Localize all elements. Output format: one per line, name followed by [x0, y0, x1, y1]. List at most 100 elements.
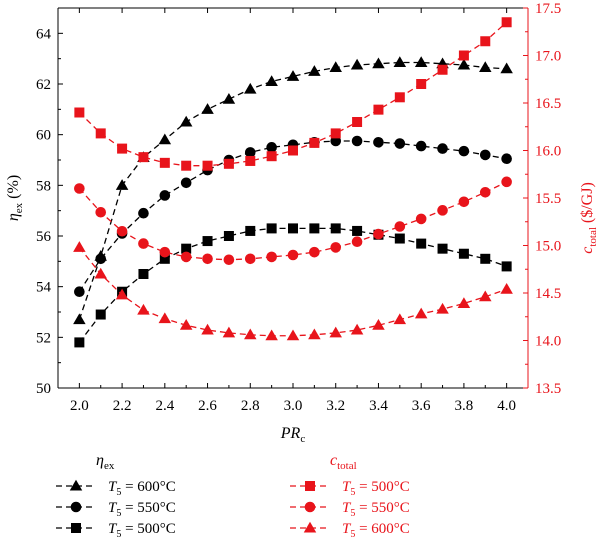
legend-left-marker — [71, 523, 81, 533]
legend-right-label: T5 = 600°C — [342, 521, 410, 540]
data-point — [201, 323, 214, 335]
data-point — [138, 238, 149, 249]
data-point — [180, 251, 192, 263]
y-right-tick-label: 13.5 — [535, 381, 561, 397]
y-right-axis-title-text: ctotal ($/GJ) — [579, 182, 599, 254]
data-point — [222, 92, 236, 104]
x-tick-label: 2.4 — [155, 398, 174, 414]
data-point — [501, 176, 512, 188]
series-line — [78, 61, 507, 320]
data-point — [181, 160, 192, 171]
data-point — [266, 142, 277, 153]
data-point — [458, 248, 469, 259]
data-point — [73, 313, 86, 325]
data-point — [286, 70, 300, 81]
data-point — [74, 337, 85, 348]
data-point — [437, 243, 448, 254]
x-tick-label: 3.2 — [326, 398, 345, 414]
x-tick-label: 2.2 — [113, 398, 132, 414]
y-left-tick-label: 58 — [36, 178, 51, 194]
data-point — [179, 115, 193, 127]
data-point — [74, 286, 85, 298]
y-left-tick-label: 56 — [36, 229, 52, 245]
legend-right-marker — [305, 481, 315, 491]
data-point — [245, 225, 256, 236]
data-point — [457, 297, 471, 308]
data-point — [501, 153, 512, 165]
data-point — [393, 56, 407, 67]
data-point — [223, 254, 235, 266]
data-point — [222, 326, 236, 338]
data-point — [116, 225, 128, 237]
data-point — [458, 196, 470, 208]
data-point — [437, 143, 448, 154]
y-right-tick-label: 15.0 — [535, 239, 561, 255]
data-point — [500, 282, 513, 294]
x-tick-label: 4.0 — [497, 398, 516, 414]
data-point — [479, 149, 491, 161]
data-point — [414, 56, 428, 67]
x-axis-title: PRc — [280, 425, 306, 445]
y-left-tick-label: 54 — [36, 280, 52, 296]
data-point — [329, 61, 342, 73]
data-point — [330, 128, 341, 139]
data-point — [308, 328, 321, 340]
data-point — [95, 309, 106, 320]
data-point — [414, 307, 428, 319]
legend: ηex T5 = 600°C T5 = 550°C T5 = 500°C ctotal T… — [56, 452, 410, 540]
series-cost-circle — [74, 176, 512, 266]
data-point — [244, 253, 256, 265]
legend-left-label: T5 = 500°C — [108, 521, 176, 540]
data-point — [479, 187, 491, 198]
data-point — [330, 223, 341, 234]
data-point — [309, 223, 320, 234]
data-point — [159, 253, 170, 264]
data-point — [179, 319, 193, 330]
data-point — [351, 135, 363, 147]
legend-right-label: T5 = 550°C — [342, 500, 410, 519]
y-left-tick-label: 52 — [36, 330, 51, 346]
data-point — [416, 238, 427, 249]
data-point — [265, 329, 278, 341]
data-point — [288, 223, 298, 234]
y-left-tick-label: 62 — [36, 77, 51, 93]
data-point — [479, 61, 492, 73]
data-point — [457, 58, 471, 70]
data-point — [480, 253, 491, 264]
x-tick-label: 3.4 — [369, 398, 388, 414]
data-point — [244, 82, 257, 94]
data-point — [373, 104, 384, 115]
legend-right-marker — [303, 521, 317, 533]
x-tick-label: 2.6 — [198, 398, 217, 414]
data-point — [415, 213, 427, 225]
data-point — [159, 190, 171, 201]
data-point — [352, 225, 363, 236]
y-left-axis-title: ηex (%) — [5, 175, 25, 221]
data-point — [137, 303, 150, 315]
data-point — [437, 205, 448, 216]
data-point — [372, 57, 385, 69]
data-point — [244, 328, 257, 340]
y-right-axis-title: ctotal ($/GJ) — [579, 182, 599, 254]
y-left-axis-title-text: ηex (%) — [5, 175, 25, 221]
data-point — [287, 249, 299, 261]
data-point — [202, 253, 213, 265]
y-right-tick-label: 16.0 — [535, 144, 561, 160]
series-line — [78, 181, 507, 261]
data-point — [308, 65, 321, 76]
data-point — [416, 79, 427, 89]
series-line — [78, 246, 507, 337]
y-right-ticks: 13.5 14.0 14.5 15.0 15.5 16.0 16.5 17.0 17.5 — [523, 1, 561, 397]
data-point — [95, 128, 106, 139]
data-point — [202, 236, 213, 247]
data-point — [159, 157, 170, 168]
data-point — [138, 152, 149, 163]
y-left-tick-label: 50 — [36, 381, 51, 397]
y-right-tick-label: 17.5 — [535, 1, 561, 17]
data-point — [202, 160, 213, 171]
data-point — [286, 329, 300, 341]
data-point — [244, 147, 256, 158]
data-point — [94, 267, 107, 279]
data-point — [329, 326, 342, 338]
